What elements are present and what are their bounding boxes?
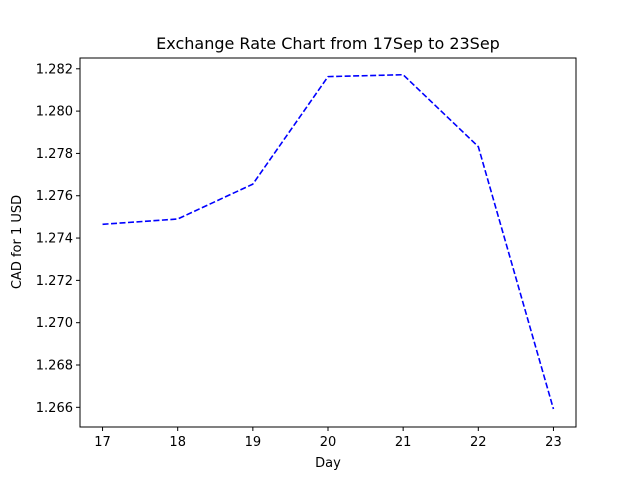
x-tick-label: 23 <box>545 435 562 450</box>
x-tick-label: 19 <box>245 435 262 450</box>
y-tick-label: 1.274 <box>36 232 73 247</box>
y-tick-label: 1.268 <box>36 359 73 374</box>
x-tick-label: 17 <box>94 435 111 450</box>
y-tick-label: 1.282 <box>36 62 73 77</box>
chart-title: Exchange Rate Chart from 17Sep to 23Sep <box>156 34 500 53</box>
y-tick-label: 1.278 <box>36 147 73 162</box>
x-axis-label: Day <box>315 456 341 471</box>
y-tick-label: 1.272 <box>36 274 73 289</box>
x-tick-label: 22 <box>470 435 487 450</box>
x-tick-label: 21 <box>395 435 412 450</box>
plot-area: 17 18 19 20 21 22 23 1.266 1.268 1.270 1.272 1.274 1… <box>36 57 577 450</box>
y-tick-label: 1.276 <box>36 189 73 204</box>
series-line-0 <box>102 73 555 410</box>
x-tick-label: 20 <box>320 435 337 450</box>
y-axis-label: CAD for 1 USD <box>10 195 25 289</box>
y-tick-label: 1.270 <box>36 316 73 331</box>
x-tick-label: 18 <box>169 435 186 450</box>
y-tick-label: 1.280 <box>36 105 73 120</box>
y-tick-label: 1.266 <box>36 401 73 416</box>
